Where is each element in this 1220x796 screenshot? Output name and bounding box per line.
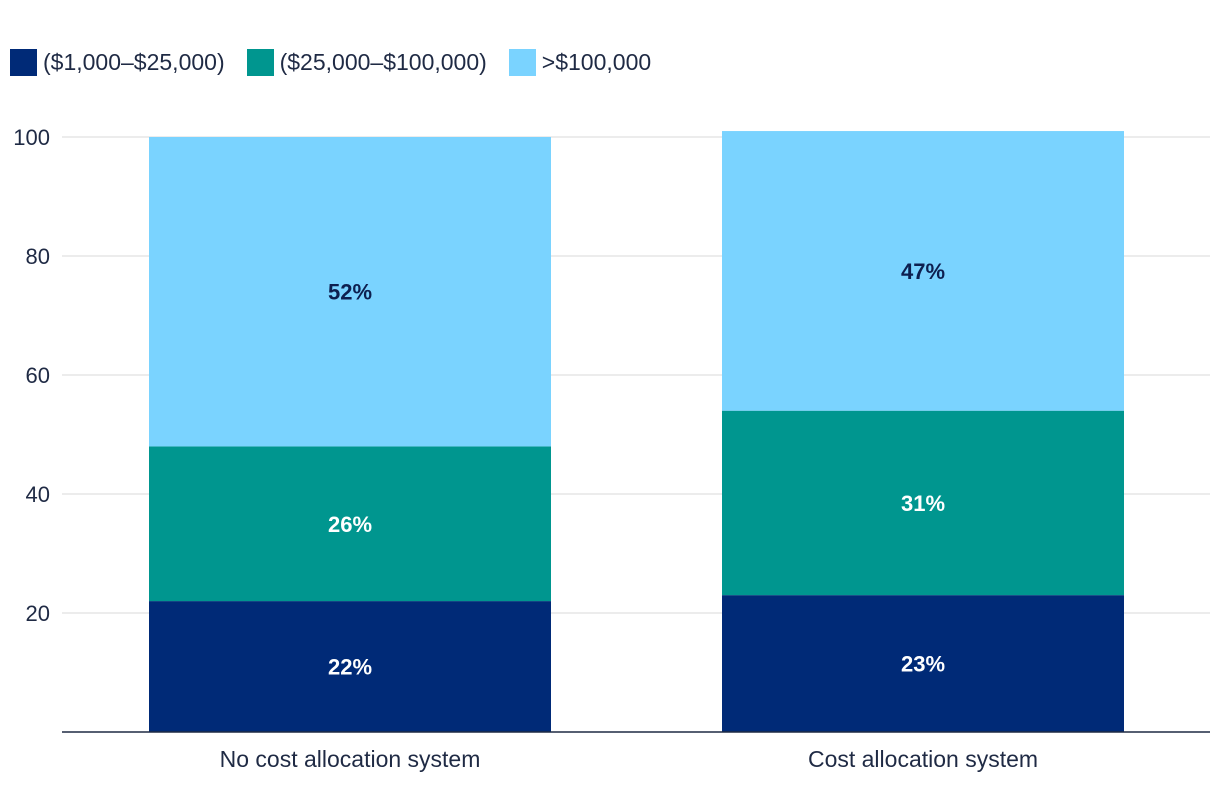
data-label: 26% bbox=[328, 512, 372, 537]
bar-segment bbox=[149, 601, 551, 732]
legend-label: ($1,000–$25,000) bbox=[43, 48, 225, 75]
legend-item: ($1,000–$25,000) bbox=[10, 48, 225, 76]
x-category-label: Cost allocation system bbox=[808, 746, 1038, 772]
y-tick-label: 80 bbox=[26, 244, 50, 269]
legend-label: >$100,000 bbox=[541, 48, 652, 75]
legend-item: ($25,000–$100,000) bbox=[246, 48, 487, 76]
data-label: 47% bbox=[901, 259, 945, 284]
data-label: 52% bbox=[328, 280, 372, 305]
y-tick-label: 40 bbox=[26, 482, 50, 507]
data-label: 31% bbox=[901, 491, 945, 516]
legend-label: ($25,000–$100,000) bbox=[279, 48, 487, 75]
y-tick-label: 100 bbox=[13, 125, 50, 150]
legend-swatch bbox=[508, 48, 536, 76]
y-tick-label: 20 bbox=[26, 601, 50, 626]
bar-segment bbox=[722, 410, 1124, 596]
data-label: 22% bbox=[328, 655, 372, 680]
legend: ($1,000–$25,000) ($25,000–$100,000) >$100,… bbox=[10, 46, 673, 78]
legend-swatch bbox=[246, 48, 274, 76]
y-tick-label: 60 bbox=[26, 363, 50, 388]
bar-segment bbox=[722, 595, 1124, 732]
legend-item: >$100,000 bbox=[508, 48, 652, 76]
bar-segment bbox=[722, 131, 1124, 411]
legend-swatch bbox=[10, 48, 37, 76]
bar-segment bbox=[149, 137, 551, 447]
x-category-label: No cost allocation system bbox=[220, 746, 481, 772]
bar-segment bbox=[149, 446, 551, 602]
data-label: 23% bbox=[901, 652, 945, 677]
